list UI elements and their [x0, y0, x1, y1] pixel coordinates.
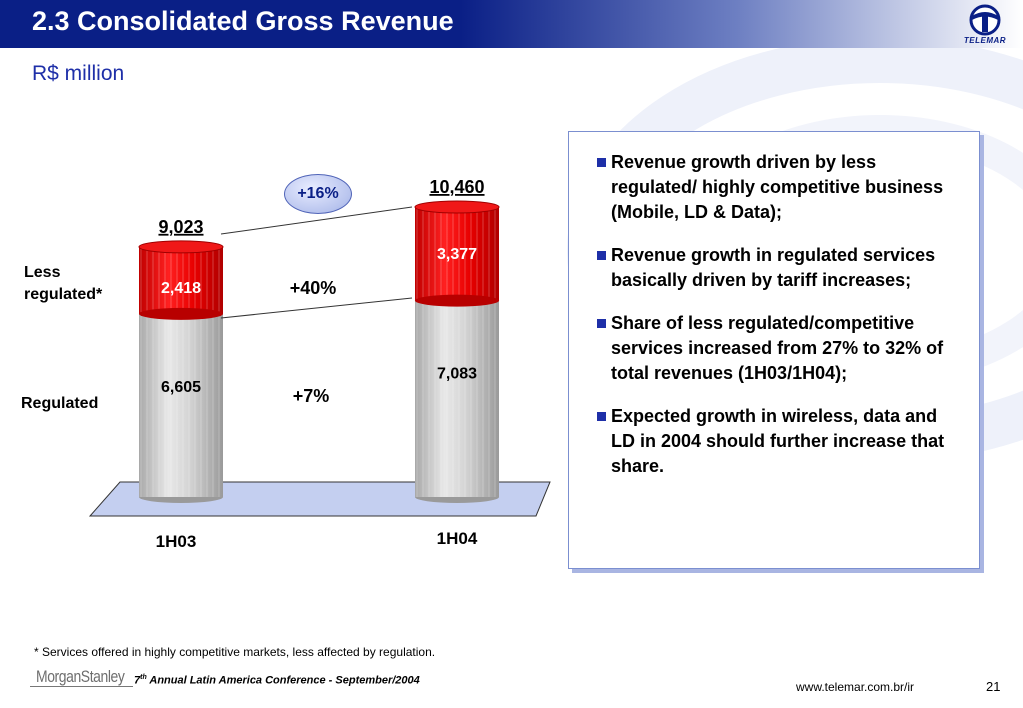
growth-less-regulated: +40%: [290, 278, 337, 298]
bar-seam-1h03: [139, 307, 223, 320]
bullet-item: Revenue growth in regulated services bas…: [595, 243, 961, 293]
bullet-text: Share of less regulated/competitive serv…: [611, 313, 944, 383]
bullet-item: Revenue growth driven by less regulated/…: [595, 150, 961, 225]
footnote: * Services offered in highly competitive…: [34, 645, 436, 659]
conference-title: Annual Latin America Conference - Septem…: [146, 674, 420, 687]
bullet-text: Revenue growth driven by less regulated/…: [611, 152, 944, 222]
page-subtitle: R$ million: [32, 62, 125, 85]
x-tick-1h03: 1H03: [156, 532, 197, 551]
bar-seam-1h04: [415, 294, 499, 307]
x-tick-1h04: 1H04: [437, 529, 478, 548]
bar-less-regulated-texture: [415, 207, 499, 301]
conference-ordinal: 7: [134, 674, 141, 687]
bullet-item: Expected growth in wireless, data and LD…: [595, 404, 961, 479]
bullet-square-icon: [597, 158, 606, 167]
telemar-logo-icon: [969, 4, 1001, 36]
footer-url[interactable]: www.telemar.com.br/ir: [796, 680, 915, 694]
header-bar: [0, 0, 1023, 48]
bar-regulated-texture: [415, 300, 499, 497]
conference-ordinal-suffix: th: [140, 674, 147, 681]
total-label-1h04: 10,460: [429, 177, 484, 197]
side-label-less-regulated-line1: Less: [24, 264, 61, 281]
footer-divider: [30, 686, 133, 687]
value-label-less-regulated-1h04: 3,377: [437, 246, 477, 263]
total-label-1h03: 9,023: [158, 217, 203, 237]
growth-regulated: +7%: [293, 386, 330, 406]
bar-regulated-texture: [139, 313, 223, 497]
connector-segment: [220, 297, 413, 319]
revenue-chart: 2,418 6,605 9,023 3,377 7,083 10,460 1H03 1H0…: [88, 177, 551, 551]
telemar-logo-text: TELEMAR: [963, 36, 1007, 45]
bar-top-1h03: [138, 240, 224, 254]
bar-less-regulated-texture: [139, 246, 223, 314]
bullet-square-icon: [597, 319, 606, 328]
value-label-regulated-1h04: 7,083: [437, 366, 477, 383]
bar-top-1h04: [414, 200, 500, 214]
side-label-less-regulated-line2: regulated*: [24, 286, 103, 303]
page-title: 2.3 Consolidated Gross Revenue: [32, 6, 454, 36]
bullet-text: Expected growth in wireless, data and LD…: [611, 406, 945, 476]
bullet-item: Share of less regulated/competitive serv…: [595, 311, 961, 386]
side-label-less-regulated: Less regulated*: [24, 262, 102, 306]
growth-total-badge: +16%: [284, 174, 352, 214]
bullet-square-icon: [597, 412, 606, 421]
conference-name: 7th Annual Latin America Conference - Se…: [134, 674, 420, 687]
value-label-regulated-1h03: 6,605: [161, 379, 201, 396]
commentary-box: Revenue growth driven by less regulated/…: [568, 131, 980, 569]
connector-total: [220, 206, 413, 235]
side-label-regulated: Regulated: [21, 395, 99, 412]
bullet-square-icon: [597, 251, 606, 260]
bullet-text: Revenue growth in regulated services bas…: [611, 245, 936, 290]
morgan-stanley-logo: MorganStanley: [36, 667, 125, 686]
page-number: 21: [986, 679, 1001, 694]
value-label-less-regulated-1h03: 2,418: [161, 280, 201, 297]
